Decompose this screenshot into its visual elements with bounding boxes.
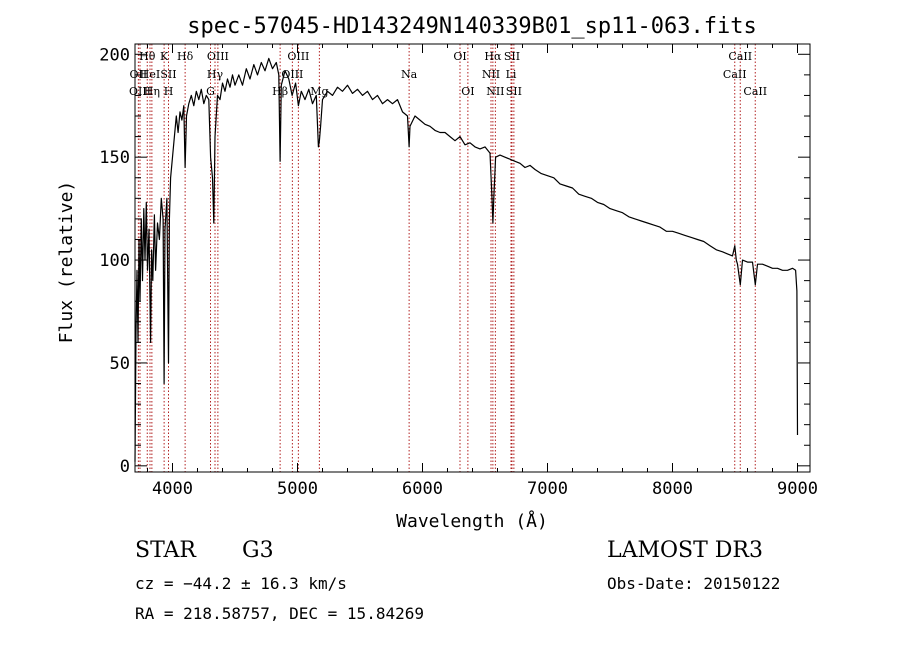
x-axis-label: Wavelength (Å) — [396, 510, 548, 532]
line-label: OIII — [207, 50, 229, 63]
line-label: OI — [453, 50, 466, 63]
line-label: OIII — [129, 85, 151, 98]
line-label: OIII — [287, 50, 309, 63]
x-tick-label: 4000 — [152, 479, 193, 499]
y-tick-label: 50 — [110, 354, 130, 374]
observation-date: Obs-Date: 20150122 — [607, 574, 781, 593]
line-label: OI — [461, 85, 474, 98]
line-label: Hγ — [207, 68, 224, 81]
x-tick-label: 6000 — [402, 479, 443, 499]
line-label: Hη — [144, 85, 160, 98]
chart-title: spec-57045-HD143249N140339B01_sp11-063.f… — [187, 14, 757, 39]
x-axis: 4000 5000 6000 7000 8000 9000 — [147, 44, 818, 499]
y-tick-label: 100 — [99, 251, 130, 271]
spectrum-line — [134, 57, 799, 462]
line-label: Mg — [310, 85, 328, 98]
y-axis-label: Flux (relative) — [56, 181, 77, 344]
y-tick-label: 150 — [99, 148, 130, 168]
y-tick-label: 0 — [120, 457, 130, 477]
spectral-line-markers — [137, 44, 756, 472]
y-tick-label: 200 — [99, 45, 130, 65]
line-label: CaII — [728, 50, 752, 63]
redshift-cz: cz = −44.2 ± 16.3 km/s — [135, 574, 347, 593]
line-label: H — [164, 85, 174, 98]
line-label: Hδ — [177, 50, 194, 63]
plot-frame — [134, 43, 811, 473]
line-label: SII — [504, 50, 520, 63]
line-label: OIII — [281, 68, 303, 81]
line-label: SII — [160, 68, 176, 81]
x-tick-label: 5000 — [277, 479, 318, 499]
x-tick-label: 8000 — [652, 479, 693, 499]
x-tick-label: 9000 — [777, 479, 818, 499]
line-label: Hα — [484, 50, 502, 63]
line-label: CaII — [743, 85, 767, 98]
object-class: STAR — [135, 538, 196, 563]
line-label: Hθ — [139, 50, 156, 63]
line-label: K — [160, 50, 169, 63]
line-label: HeI — [140, 68, 160, 81]
line-label: CaII — [723, 68, 747, 81]
line-label: G — [206, 85, 215, 98]
line-label: Na — [401, 68, 418, 81]
survey-name: LAMOST DR3 — [607, 538, 763, 563]
line-label: Hβ — [272, 85, 288, 98]
line-label: NII — [486, 85, 504, 98]
line-label: NII — [482, 68, 500, 81]
object-subclass: G3 — [242, 538, 274, 563]
coordinates: RA = 218.58757, DEC = 15.84269 — [135, 604, 424, 623]
x-tick-label: 7000 — [527, 479, 568, 499]
y-axis: 0 50 100 150 200 — [99, 45, 810, 477]
line-label: SII — [506, 85, 522, 98]
line-label: Li — [506, 68, 517, 81]
